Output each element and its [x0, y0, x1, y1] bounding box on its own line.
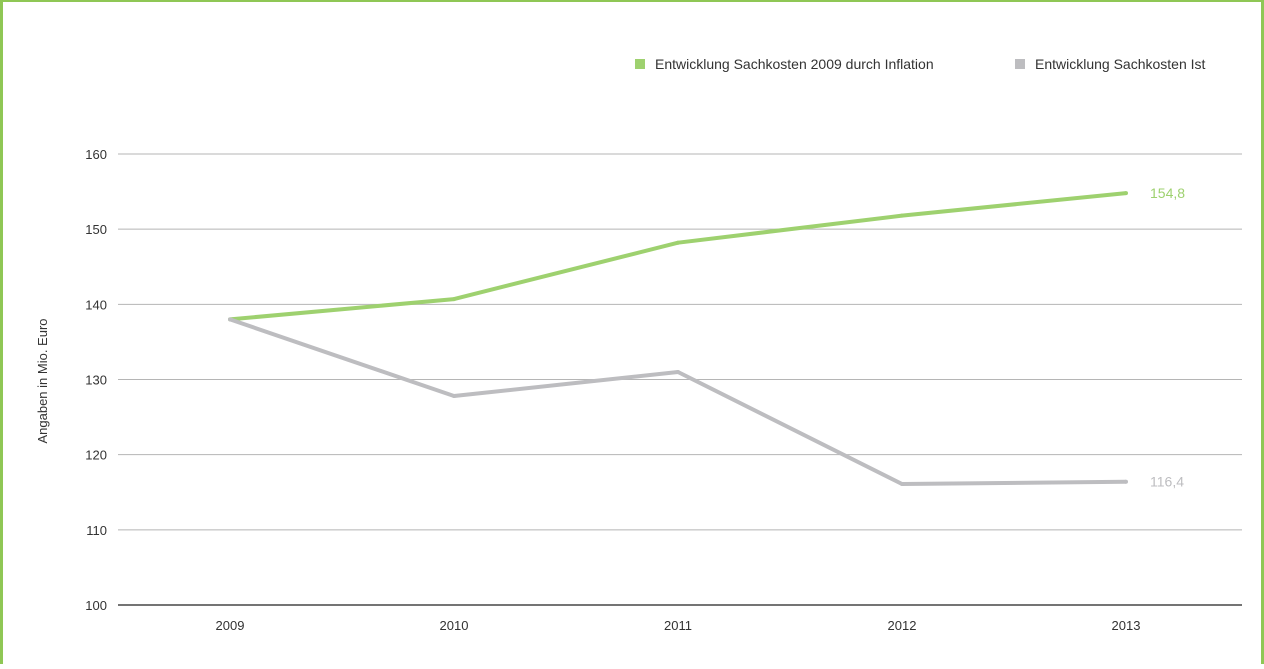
grid-layer — [118, 153, 1242, 606]
x-tick-label: 2010 — [440, 618, 469, 633]
x-tick-label: 2012 — [888, 618, 917, 633]
y-tick-label: 130 — [85, 373, 107, 388]
legend-label: Entwicklung Sachkosten 2009 durch Inflat… — [655, 56, 934, 72]
data-point — [900, 213, 904, 218]
x-tick-label: 2009 — [216, 618, 245, 633]
data-point — [676, 240, 680, 245]
y-tick-label: 150 — [85, 222, 107, 237]
data-point — [452, 394, 456, 399]
y-ticks: 100 110 120 130 140 150 160 — [85, 147, 107, 613]
x-tick-label: 2011 — [664, 618, 692, 633]
legend-label: Entwicklung Sachkosten Ist — [1035, 56, 1206, 72]
y-tick-label: 110 — [86, 523, 107, 538]
y-tick-label: 140 — [85, 297, 107, 312]
series-line — [229, 317, 1127, 486]
legend: Entwicklung Sachkosten 2009 durch Inflat… — [635, 56, 1206, 72]
y-tick-label: 120 — [85, 448, 107, 463]
end-value-label: 154,8 — [1150, 185, 1185, 201]
data-point — [228, 317, 232, 322]
data-point — [1124, 479, 1128, 484]
data-point — [452, 297, 456, 302]
data-point — [1124, 191, 1128, 196]
series-layer — [228, 191, 1128, 486]
end-value-label: 116,4 — [1150, 474, 1184, 490]
data-point — [900, 481, 904, 486]
x-tick-label: 2013 — [1112, 618, 1141, 633]
x-ticks: 2009 2010 2011 2012 2013 — [216, 618, 1141, 633]
legend-swatch — [635, 59, 645, 69]
y-tick-label: 100 — [85, 598, 107, 613]
end-labels: 154,8 116,4 — [1150, 185, 1185, 490]
legend-swatch — [1015, 59, 1025, 69]
data-point — [676, 369, 680, 374]
series-line — [229, 191, 1127, 322]
y-axis-title: Angaben in Mio. Euro — [35, 318, 50, 443]
y-tick-label: 160 — [85, 147, 107, 162]
